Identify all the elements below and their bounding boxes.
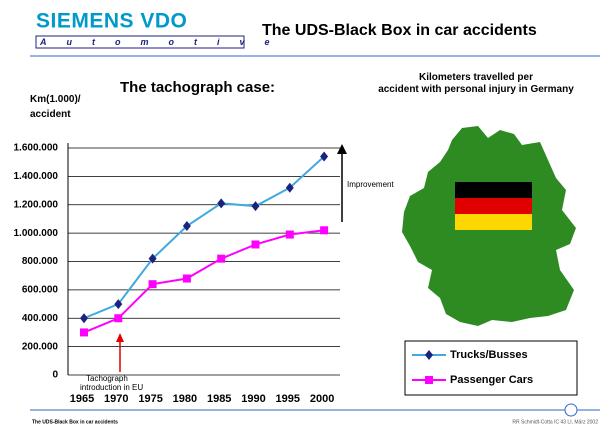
y-label-line: Km(1.000)/ [30,94,81,105]
x-tick-label: 1980 [173,393,197,405]
marker [80,313,88,324]
marker [285,230,294,239]
marker [320,151,329,162]
marker [251,201,260,212]
footer-logo [564,403,578,417]
arrow-head [337,144,347,154]
marker [217,254,226,263]
x-tick-label: 1970 [104,393,128,405]
marker [320,226,329,235]
logo: SIEMENS VDO [36,10,187,33]
annotation-line: introduction in EU [80,383,143,392]
map-caption-line: accident with personal injury in Germany [378,84,574,95]
flag-red [455,198,532,214]
annotation: Improvement [347,180,394,189]
footer-left: The UDS-Black Box in car accidents [32,419,118,425]
legend-box [404,340,578,396]
map-caption: Kilometers travelled per accident with pe… [378,72,574,95]
x-tick-label: 1975 [138,393,162,405]
marker [148,280,157,289]
x-tick-label: 1990 [241,393,265,405]
legend-marker [425,376,433,384]
marker [285,182,294,193]
legend-label: Trucks/Busses [450,349,528,361]
y-tick-label: 1.000.000 [14,228,59,239]
y-tick-label: 200.000 [22,341,59,352]
marker [251,240,260,249]
flag-gold [455,214,532,230]
y-label-line: accident [30,109,71,120]
y-tick-label: 1.200.000 [14,199,59,210]
logo-sub: Automotive [39,37,290,47]
y-tick-label: 1.400.000 [14,171,59,182]
marker [182,221,191,232]
y-tick-label: 600.000 [22,285,59,296]
series-line [83,229,325,334]
legend-label: Passenger Cars [450,374,533,386]
chart-title: The tachograph case: [120,79,275,96]
annotation: Tachograph introduction in EU [80,374,143,392]
marker [217,198,226,209]
arrow-head [116,333,124,342]
x-tick-label: 2000 [310,393,334,405]
annotation-line: Tachograph [86,374,128,383]
marker [148,253,157,264]
marker [80,328,88,337]
marker [114,314,123,323]
logo-bar [35,35,245,49]
flag-black [455,182,532,198]
footer-right: RR Schmidt-Cotta IC 43 LI, März 2002 [512,419,598,425]
y-tick-label: 800.000 [22,256,59,267]
y-tick-label: 0 [52,370,58,381]
x-tick-label: 1995 [276,393,300,405]
series-line [83,155,325,320]
y-label: Km(1.000)/ accident [30,94,81,120]
x-tick-label: 1965 [70,393,94,405]
x-tick-label: 1985 [207,393,231,405]
marker [182,274,191,283]
y-tick-label: 1.600.000 [14,143,59,154]
legend-marker [425,350,433,360]
slide-title: The UDS-Black Box in car accidents [262,22,537,39]
marker [114,299,123,310]
y-tick-label: 400.000 [22,313,59,324]
map-caption-line: Kilometers travelled per [419,72,533,83]
